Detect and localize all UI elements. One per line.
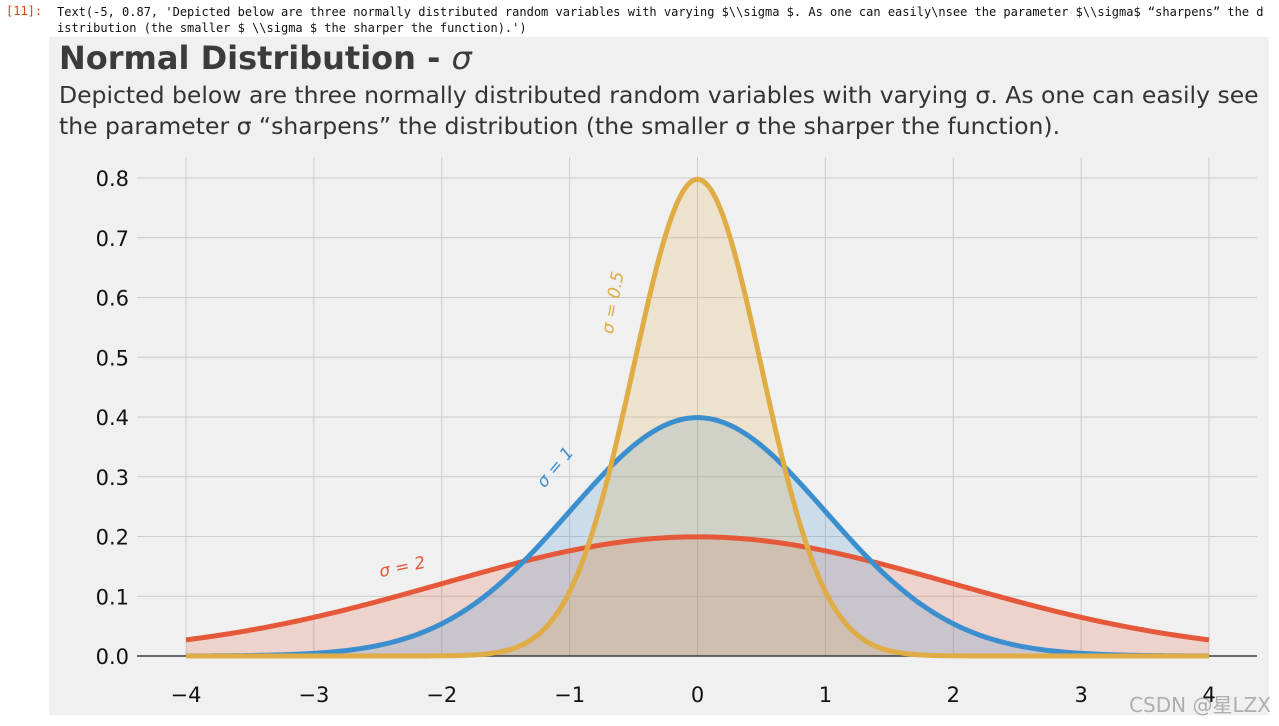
y-tick-label: 0.0 [96,645,129,669]
series-line-2 [186,176,1209,659]
x-tick-label: 0 [691,683,704,707]
x-tick-label: 4 [1202,683,1215,707]
x-tick-label: 1 [819,683,832,707]
series-line-0 [185,534,1210,643]
y-tick-label: 0.3 [96,466,129,490]
x-tick-label: −2 [426,683,457,707]
figure-title: Normal Distribution - σ [59,39,472,77]
x-tick-label: −1 [554,683,585,707]
series-label-2: σ = 0.5 [598,270,629,335]
y-tick-label: 0.6 [96,287,129,311]
x-tick-label: −3 [298,683,329,707]
cell-output-text: Text(-5, 0.87, 'Depicted below are three… [57,5,1264,35]
cell-prompt: [11]: [6,4,43,18]
figure-title-sigma: σ [451,39,472,77]
series-label-1: σ = 1 [533,443,578,492]
y-tick-label: 0.2 [96,526,129,550]
figure-subtitle: Depicted below are three normally distri… [59,81,1259,140]
x-tick-label: 2 [947,683,960,707]
y-tick-label: 0.7 [96,227,129,251]
figure-title-text: Normal Distribution - [59,39,452,77]
series-line-1 [185,415,1210,659]
watermark: CSDN @星LZX [1129,693,1271,717]
y-tick-label: 0.8 [96,167,129,191]
y-tick-label: 0.4 [96,406,129,430]
y-tick-label: 0.5 [96,346,129,370]
x-tick-label: 3 [1074,683,1087,707]
series-label-0: σ = 2 [377,553,427,582]
y-tick-label: 0.1 [96,585,129,609]
chart-plot: 0.0 0.1 0.2 0.3 0.4 0.5 0.6 0.7 0.8 −4 −3 −2 −1 0 1 2 3 4… [96,157,1257,707]
x-tick-label: −4 [171,683,202,707]
figure: Normal Distribution - σ Depicted below a… [49,37,1269,715]
